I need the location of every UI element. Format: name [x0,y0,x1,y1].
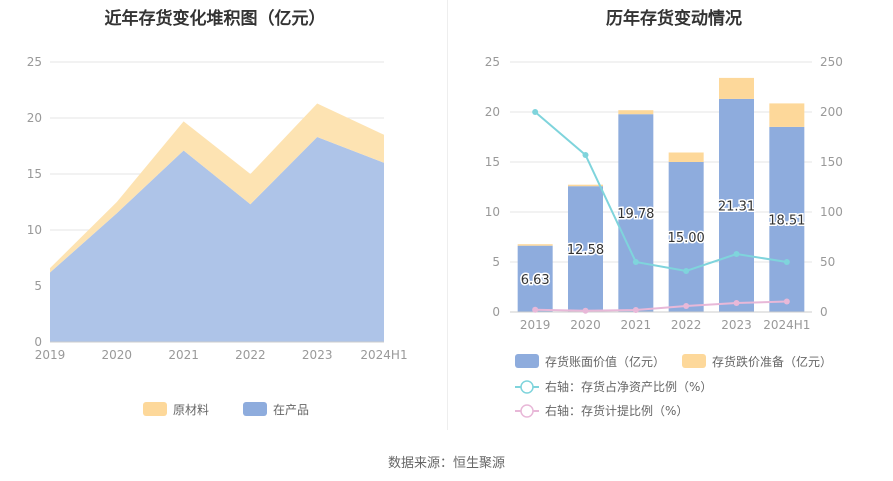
right-y-right-tick: 100 [820,205,843,219]
left-y-tick: 20 [27,111,42,125]
right-legend-marker [520,380,534,394]
right-y-left-tick: 20 [485,105,500,119]
left-y-tick: 5 [34,279,42,293]
line-inventory-to-net-assets [534,111,787,273]
right-y-left-tick: 15 [485,155,500,169]
panel-divider [447,0,448,430]
area-raw-materials [50,103,384,273]
data-source: 数据来源：恒生聚源 [387,456,505,471]
bar-impairment-reserve [618,110,654,115]
bar-book-value [668,162,704,312]
left-y-tick: 25 [27,55,42,69]
left-legend-swatch [143,402,167,416]
bar-book-value [719,98,754,313]
right-x-tick: 2020 [570,318,601,332]
bar-book-value [769,126,805,313]
bar-data-label: 21.31 [718,199,755,214]
right-x-tick: 2023 [721,318,752,332]
left-chart-title: 近年存货变化堆积图（亿元） [104,9,326,29]
right-y-left-tick: 5 [492,255,500,269]
right-x-tick: 2024H1 [763,318,810,332]
point-inventory-to-net-assets [632,259,639,265]
left-x-tick: 2019 [35,348,66,362]
right-legend-marker [520,404,534,418]
left-x-tick: 2023 [302,348,333,362]
right-legend-label: 存货跌价准备（亿元） [712,354,832,369]
left-x-tick: 2022 [235,348,266,362]
point-inventory-to-net-assets [783,259,790,265]
bar-data-label: 12.58 [567,243,604,258]
right-x-tick: 2021 [621,318,652,332]
point-provision-ratio [532,306,539,313]
right-y-right-tick: 0 [820,305,828,319]
right-y-right-tick: 250 [820,55,843,69]
bar-data-label: 15.00 [668,231,705,246]
bar-data-label: 19.78 [617,207,654,222]
bar-data-label: 6.63 [521,273,550,288]
right-y-left-tick: 0 [492,305,500,319]
point-provision-ratio [783,298,790,305]
right-x-tick: 2019 [520,318,551,332]
bar-impairment-reserve [769,103,805,127]
right-legend-swatch [515,354,539,368]
point-provision-ratio [632,307,639,313]
line-provision-ratio [535,300,787,312]
left-y-tick: 15 [27,167,42,181]
area-work-in-progress [50,137,384,342]
bar-impairment-reserve [668,152,704,162]
right-y-left-tick: 25 [485,55,500,69]
point-inventory-to-net-assets [733,251,740,257]
bar-impairment-reserve [719,77,754,99]
point-provision-ratio [733,300,740,306]
right-legend-label: 右轴：存货占净资产比例（%） [545,379,712,394]
bar-book-value [568,186,603,312]
left-x-tick: 2024H1 [360,348,407,362]
point-provision-ratio [683,303,690,309]
left-legend-swatch [243,402,267,416]
left-y-tick: 0 [34,335,42,349]
point-inventory-to-net-assets [683,268,690,274]
left-legend-label: 在产品 [273,403,309,417]
left-legend-label: 原材料 [173,403,209,417]
left-x-tick: 2021 [168,348,199,362]
bar-impairment-reserve [568,184,603,187]
bar-data-label: 18.51 [768,213,805,228]
right-y-right-tick: 150 [820,155,843,169]
point-inventory-to-net-assets [532,109,539,115]
bar-book-value [618,114,654,312]
bar-impairment-reserve [517,244,553,246]
right-legend-swatch [682,354,706,368]
point-provision-ratio [582,307,589,314]
right-legend-label: 右轴：存货计提比例（%） [545,403,688,418]
right-y-right-tick: 50 [820,255,835,269]
right-legend-label: 存货账面价值（亿元） [545,354,665,369]
right-chart-title: 历年存货变动情况 [606,9,742,29]
left-x-tick: 2020 [102,348,133,362]
right-y-left-tick: 10 [485,205,500,219]
right-y-right-tick: 200 [820,105,843,119]
point-inventory-to-net-assets [582,152,589,158]
bar-book-value [517,245,553,312]
right-x-tick: 2022 [671,318,702,332]
left-y-tick: 10 [27,223,42,237]
